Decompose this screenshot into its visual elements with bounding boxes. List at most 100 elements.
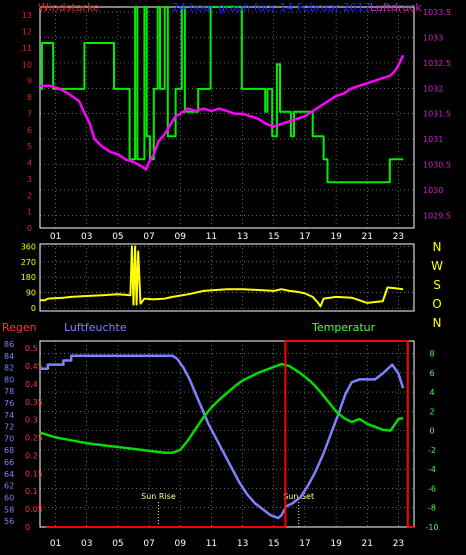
luftdruck-tick-label: 1031.5 xyxy=(423,110,451,119)
direction-tick-label: 360 xyxy=(21,242,36,251)
sun-rise-label: Sun Rise xyxy=(141,492,176,501)
windstarke-tick-label: 4 xyxy=(27,159,32,168)
hour-tick-label: 07 xyxy=(143,232,154,242)
humidity-tick-label: 70 xyxy=(4,434,14,443)
windstarke-tick-label: 0 xyxy=(27,224,32,233)
luftdruck-tick-label: 1033.5 xyxy=(423,8,451,17)
direction-tick-label: 90 xyxy=(26,289,36,298)
hour-tick-label: 15 xyxy=(268,232,279,242)
windstarke-tick-label: 5 xyxy=(27,142,32,151)
humidity-tick-label: 56 xyxy=(4,517,14,526)
humidity-temperature-grid xyxy=(40,341,414,528)
temperature-tick-label: -4 xyxy=(428,465,436,474)
temperature-tick-label: 8 xyxy=(429,350,434,359)
compass-letter: S xyxy=(433,278,441,292)
humidity-tick-label: 68 xyxy=(4,446,14,455)
humidity-tick-label: 74 xyxy=(4,411,14,420)
direction-tick-label: 0 xyxy=(31,304,36,313)
humidity-tick-label: 80 xyxy=(4,375,14,384)
wind-pressure-series xyxy=(40,6,405,184)
luftdruck-tick-label: 1030.5 xyxy=(423,160,451,169)
windstarke-tick-label: 2 xyxy=(27,191,32,200)
temperature-tick-label: 0 xyxy=(429,427,434,436)
humidity-tick-label: 58 xyxy=(4,505,14,514)
regen-tick-label: 0.4 xyxy=(25,380,38,389)
temperature-tick-label: 6 xyxy=(429,369,434,378)
windstarke-tick-label: 8 xyxy=(27,93,32,102)
hour-tick-labels-bottom: 01 03 05 07 09 11 13 15 17 19 21 23 xyxy=(50,539,404,549)
windstarke-tick-label: 13 xyxy=(22,11,32,20)
humidity-tick-label: 78 xyxy=(4,387,14,396)
rain-window xyxy=(46,340,414,528)
hour-tick-label: 11 xyxy=(206,539,217,549)
regen-tick-label: 0.35 xyxy=(25,398,43,407)
humidity-tick-label: 84 xyxy=(4,352,14,361)
regen-tick-label: 0.3 xyxy=(25,416,38,425)
windstarke-tick-label: 9 xyxy=(27,77,32,86)
regen-tick-labels: 0 0.05 0.1 0.15 0.2 0.25 0.3 0.35 0.4 0.45 0.5 xyxy=(25,344,43,532)
humidity-tick-label: 62 xyxy=(4,482,14,491)
windstarke-tick-label: 12 xyxy=(22,28,32,37)
humidity-tick-label: 86 xyxy=(4,340,14,349)
temperature-tick-labels: -10 -8 -6 -4 -2 0 2 4 6 8 xyxy=(425,350,438,532)
luftdruck-tick-label: 1031 xyxy=(423,135,443,144)
humidity-tick-label: 76 xyxy=(4,399,14,408)
hour-tick-label: 23 xyxy=(393,232,404,242)
wind-direction-line xyxy=(40,245,404,308)
humidity-temperature-series xyxy=(39,354,405,520)
hour-tick-label: 15 xyxy=(268,539,279,549)
windstarke-tick-label: 1 xyxy=(27,208,32,217)
regen-feuchte-temperatur-panel: Sun Rise Sun Set 0 0.05 0.1 0.15 0.2 0.25 0.3 0.… xyxy=(2,321,439,549)
wind-direction-tick-labels: 0 90 180 270 360 xyxy=(21,242,36,313)
regen-tick-label: 0 xyxy=(25,523,30,532)
hour-tick-label: 21 xyxy=(362,539,373,549)
humidity-tick-label: 60 xyxy=(4,493,14,502)
hour-tick-label: 17 xyxy=(299,232,310,242)
hour-tick-label: 09 xyxy=(175,232,187,242)
compass-letter: N xyxy=(433,240,442,254)
hour-tick-label: 13 xyxy=(237,232,248,242)
humidity-tick-label: 64 xyxy=(4,470,14,479)
hour-tick-label: 03 xyxy=(81,539,92,549)
hour-tick-label: 13 xyxy=(237,539,248,549)
regen-tick-label: 0.45 xyxy=(25,362,43,371)
compass-letter: O xyxy=(432,297,441,311)
luftdruck-line xyxy=(40,54,405,171)
hour-tick-label: 19 xyxy=(330,539,342,549)
windstarke-line xyxy=(40,6,404,184)
sun-markers: Sun Rise Sun Set xyxy=(141,492,314,527)
regen-tick-label: 0.25 xyxy=(25,434,43,443)
hour-tick-label: 23 xyxy=(393,539,404,549)
windstarke-tick-label: 6 xyxy=(27,126,32,135)
windstarke-tick-label: 7 xyxy=(27,109,32,118)
temperature-tick-label: 2 xyxy=(429,407,434,416)
luftdruck-tick-label: 1032 xyxy=(423,84,443,93)
humidity-tick-label: 72 xyxy=(4,423,14,432)
luftdruck-axis-label: Luftdruck xyxy=(370,1,422,14)
regen-tick-label: 0.2 xyxy=(25,451,38,460)
sun-set-label: Sun Set xyxy=(283,492,314,501)
compass-letter: W xyxy=(431,259,443,273)
humidity-tick-labels: 56 58 60 62 64 66 68 70 72 74 76 78 80 82 84 86 xyxy=(4,340,14,526)
temperature-tick-label: -10 xyxy=(425,523,438,532)
temperatur-line xyxy=(39,362,404,455)
windstarke-tick-label: 3 xyxy=(27,175,32,184)
wind-pressure-grid xyxy=(40,7,414,228)
wind-direction-series xyxy=(40,245,404,308)
luftdruck-tick-label: 1032.5 xyxy=(423,59,451,68)
hour-tick-label: 01 xyxy=(50,232,61,242)
hour-tick-label: 19 xyxy=(330,232,342,242)
luftdruck-tick-labels: 1029.5 1030 1030.5 1031 1031.5 1032 1032.5 1033… xyxy=(423,8,451,220)
windstarke-tick-label: 11 xyxy=(22,44,32,53)
regen-tick-label: 0.5 xyxy=(25,344,38,353)
humidity-tick-label: 82 xyxy=(4,364,14,373)
hour-tick-labels-top: 01 03 05 07 09 11 13 15 17 19 21 23 xyxy=(50,232,404,242)
hour-tick-label: 05 xyxy=(112,539,123,549)
hour-tick-label: 09 xyxy=(175,539,187,549)
hour-tick-label: 11 xyxy=(206,232,217,242)
